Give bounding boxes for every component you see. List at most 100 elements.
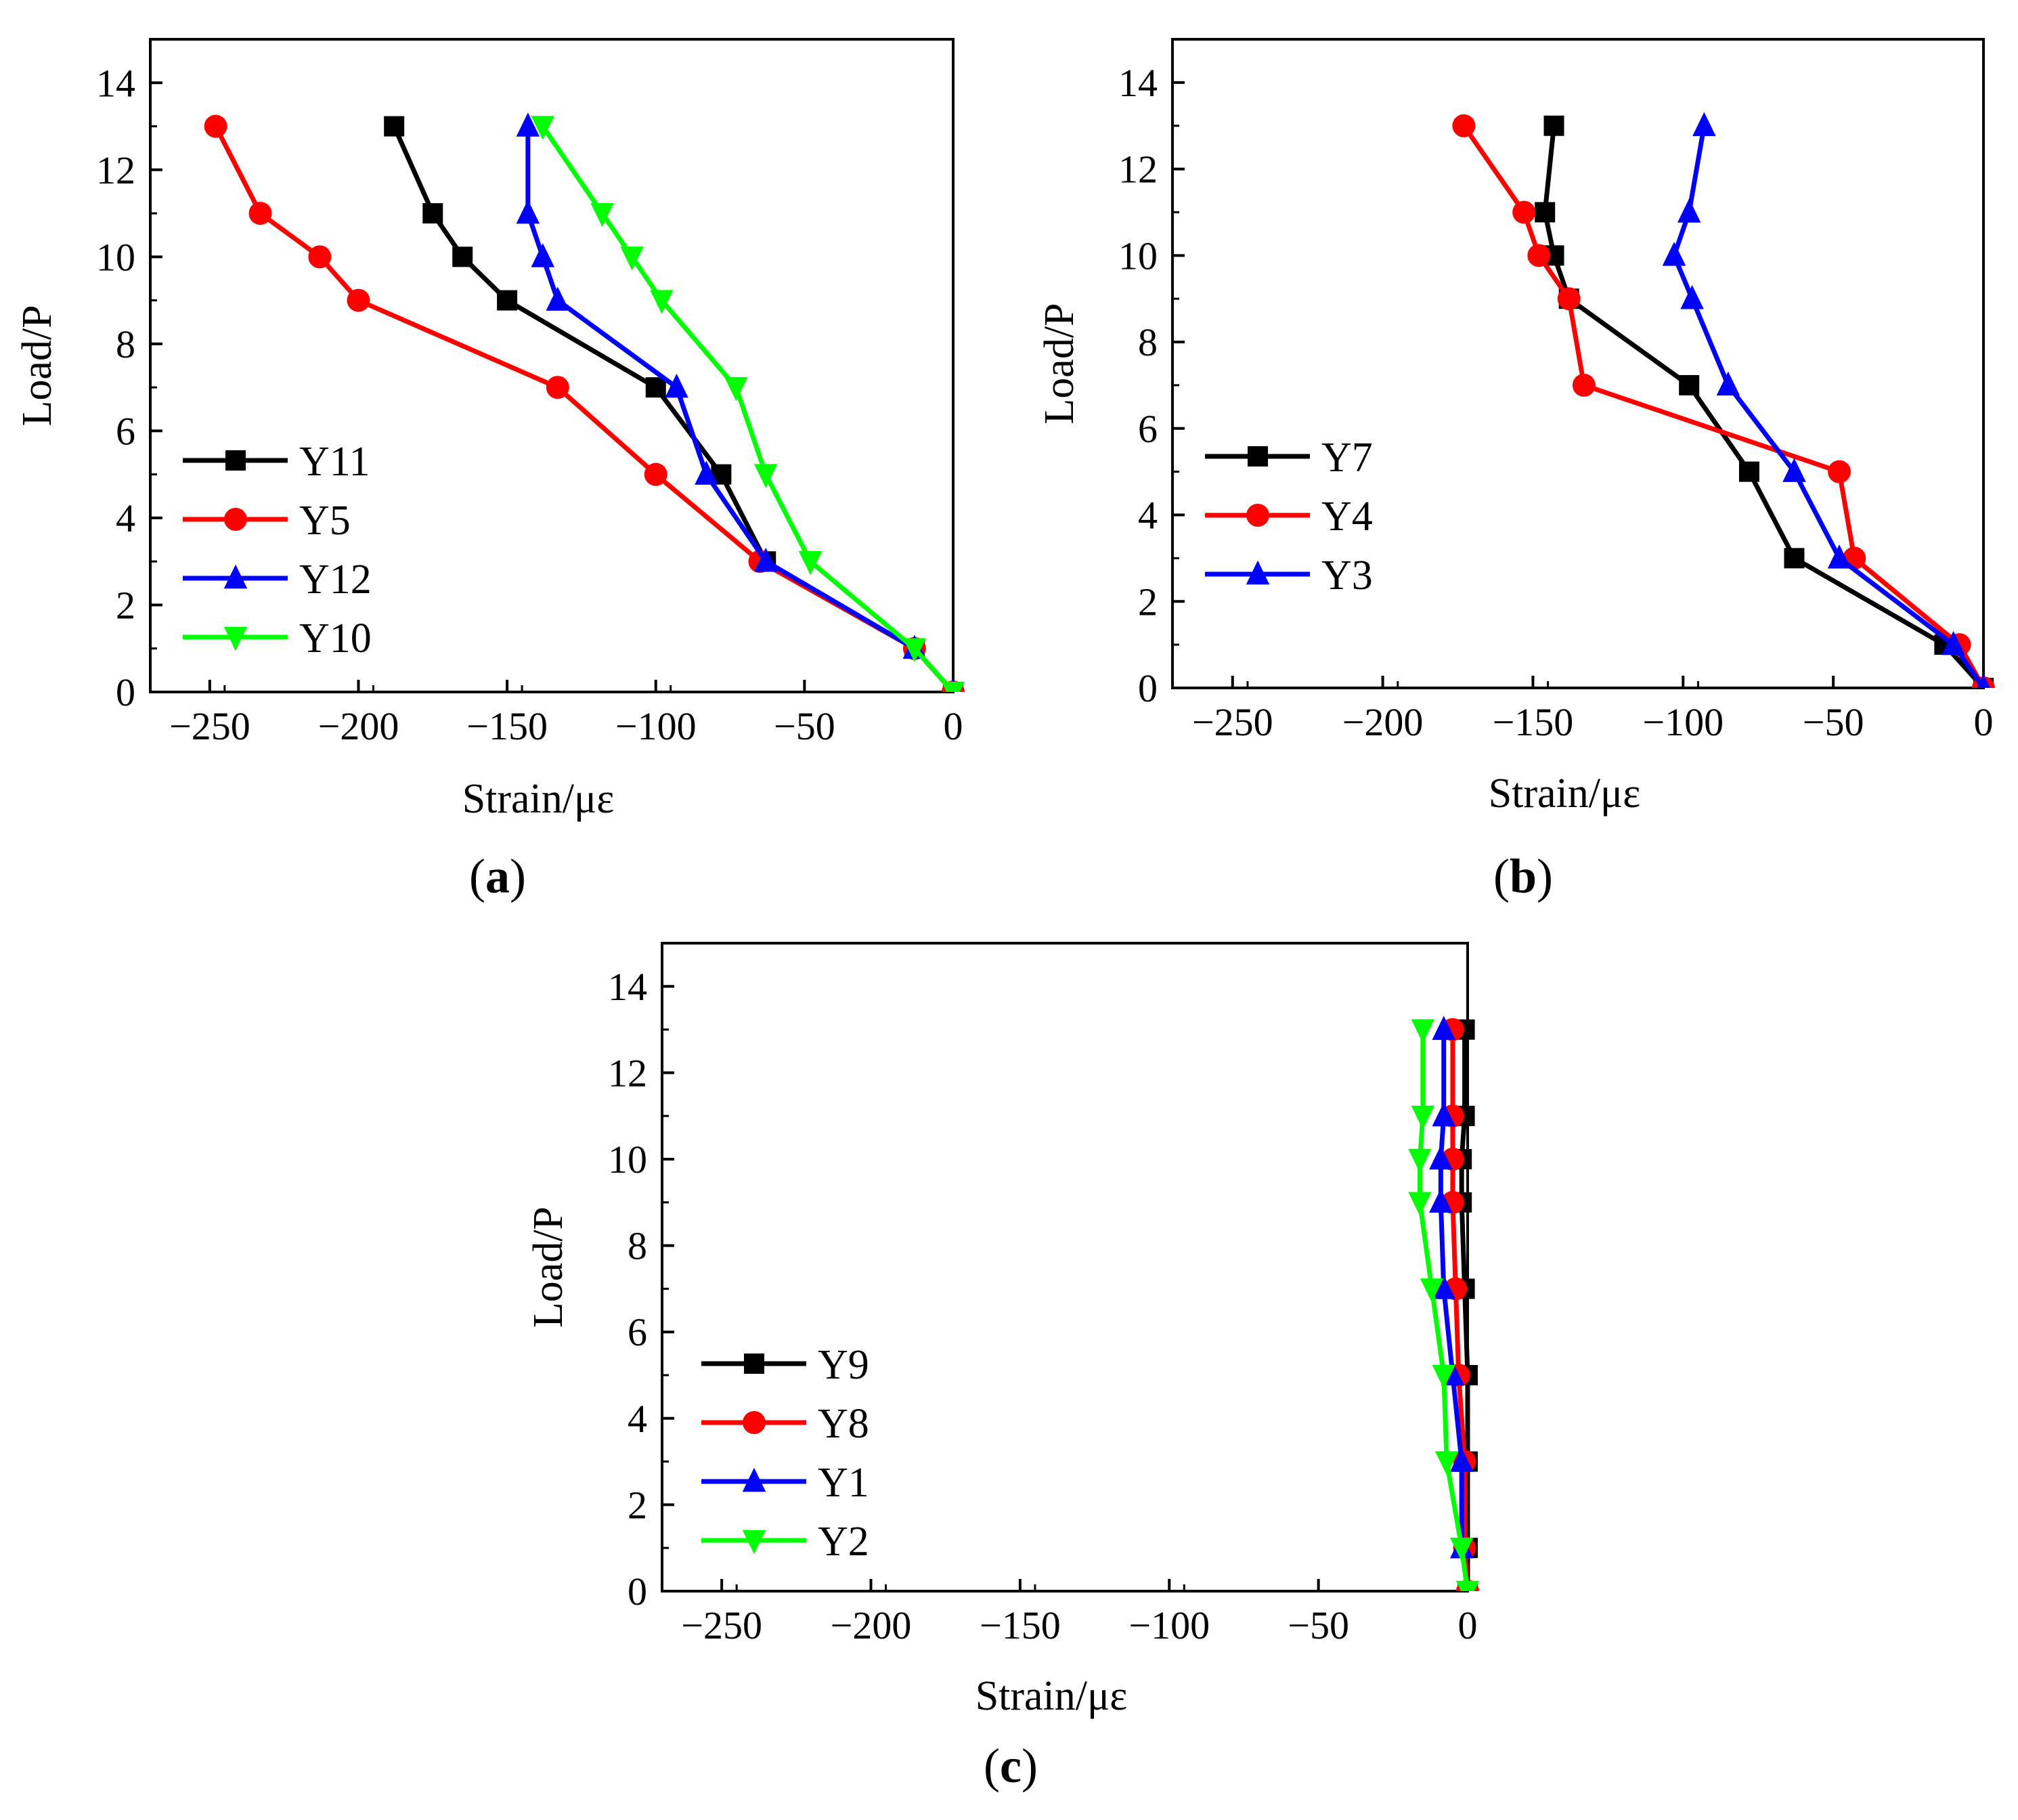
data-point-y2	[1434, 1451, 1459, 1475]
legend-label: Y11	[299, 439, 370, 485]
x-axis-title: Strain/με	[975, 1673, 1128, 1719]
data-point-y7	[1784, 548, 1805, 569]
y-tick-label: 10	[608, 1138, 647, 1182]
y-tick-label: 12	[96, 148, 135, 192]
legend-marker-y7	[1248, 446, 1268, 467]
y-tick-label: 10	[96, 235, 135, 279]
data-point-y1	[1432, 1275, 1455, 1299]
legend-label: Y7	[1321, 435, 1373, 481]
data-point-y10	[531, 116, 555, 140]
x-tick-label: −250	[681, 1603, 762, 1647]
data-point-y3	[1977, 674, 1990, 688]
data-point-y4	[1512, 200, 1536, 224]
data-point-y3	[1692, 112, 1716, 136]
data-point-y2	[1408, 1148, 1432, 1173]
data-point-y7	[1543, 115, 1564, 136]
legend: Y9 Y8 Y1 Y2	[701, 1342, 869, 1565]
x-tick-label: −50	[1803, 700, 1864, 744]
data-point-y5	[347, 288, 370, 312]
y-tick-label: 2	[1138, 580, 1158, 624]
y-tick-label: 14	[96, 61, 135, 105]
data-point-y10	[724, 376, 748, 402]
x-tick-label: −200	[831, 1603, 912, 1647]
data-point-y10	[620, 246, 644, 271]
panel-label: (c)	[984, 1739, 1038, 1793]
legend-label: Y2	[818, 1519, 869, 1565]
data-point-y12	[754, 547, 778, 572]
series-line-y7	[1542, 125, 1986, 688]
data-point-y4	[1557, 287, 1581, 311]
data-point-y12	[695, 460, 718, 485]
data-point-y2	[1449, 1537, 1474, 1562]
plot-frame	[1171, 38, 1985, 689]
data-point-y2	[1455, 1580, 1480, 1591]
data-point-y10	[798, 550, 822, 576]
legend-marker-y8	[743, 1411, 766, 1434]
data-point-y2	[1408, 1192, 1432, 1217]
y-tick-label: 0	[1138, 666, 1158, 710]
chart-panel-c: −250 −200 −150 −100 −50 0 0 2 4 6 8 10 12 14 Strain/με…	[525, 942, 1480, 1793]
series-line-y12	[525, 126, 955, 692]
legend-label: Y9	[818, 1342, 869, 1388]
data-point-y7	[1738, 461, 1759, 482]
y-tick-label: 4	[1138, 494, 1158, 538]
data-point-y3	[1662, 242, 1686, 266]
series-group	[204, 112, 965, 692]
x-tick-label: −250	[1192, 700, 1273, 744]
plot-frame	[661, 942, 1469, 1592]
x-axis-title: Strain/με	[1489, 771, 1641, 817]
legend: Y7 Y4 Y3	[1205, 435, 1373, 599]
data-point-y11	[645, 377, 666, 398]
data-point-y12	[516, 112, 540, 137]
data-point-y12	[516, 199, 540, 224]
plot-frame	[149, 38, 955, 693]
data-point-y1	[1432, 1102, 1455, 1127]
data-point-y3	[1680, 284, 1704, 309]
data-point-y7	[1679, 374, 1700, 395]
panel-letter: b	[1510, 849, 1537, 903]
x-tick-label: −150	[466, 704, 548, 748]
y-tick-label: 14	[608, 965, 647, 1009]
y-tick-label: 2	[116, 583, 135, 627]
data-point-y1	[1449, 1448, 1474, 1472]
data-point-y5	[248, 202, 272, 225]
data-point-y2	[1411, 1105, 1435, 1130]
x-tick-label: −50	[774, 704, 835, 748]
data-point-y3	[1677, 198, 1701, 223]
y-tick-label: 0	[628, 1569, 647, 1613]
legend-marker-y4	[1246, 504, 1269, 527]
data-point-y5	[546, 376, 569, 399]
data-point-y11	[422, 203, 443, 224]
y-tick-label: 14	[1118, 61, 1158, 105]
legend-label: Y3	[1321, 552, 1373, 599]
x-tick-label: −250	[169, 704, 250, 748]
data-point-y3	[1827, 544, 1851, 569]
data-point-y4	[1527, 244, 1551, 267]
y-tick-label: 0	[116, 670, 135, 714]
series-line-y11	[391, 125, 955, 692]
y-axis-title: Load/P	[14, 305, 60, 426]
y-axis-title: Load/P	[1036, 303, 1082, 424]
data-point-y1	[1429, 1145, 1453, 1170]
x-tick-label: −100	[615, 704, 697, 748]
y-tick-label: 12	[1118, 148, 1158, 192]
y-tick-label: 4	[628, 1397, 647, 1441]
x-tick-label: −150	[980, 1603, 1061, 1647]
data-point-y10	[754, 464, 778, 488]
legend-label: Y12	[299, 557, 372, 603]
data-point-y2	[1420, 1278, 1444, 1303]
x-tick-label: −200	[1342, 700, 1424, 744]
y-tick-label: 8	[116, 322, 135, 366]
data-point-y12	[546, 286, 570, 311]
x-tick-label: −100	[1128, 1603, 1210, 1647]
data-point-y2	[1411, 1019, 1435, 1043]
data-point-y1	[1429, 1188, 1453, 1213]
panel-label: (a)	[469, 849, 526, 903]
legend-marker-y1	[742, 1467, 766, 1492]
series-line-y3	[1671, 125, 1986, 688]
legend-marker-y5	[224, 508, 247, 531]
data-point-y5	[308, 245, 332, 269]
legend: Y11 Y5 Y12 Y10	[183, 439, 372, 662]
data-point-y2	[1432, 1364, 1455, 1389]
series-group	[1452, 112, 1995, 688]
